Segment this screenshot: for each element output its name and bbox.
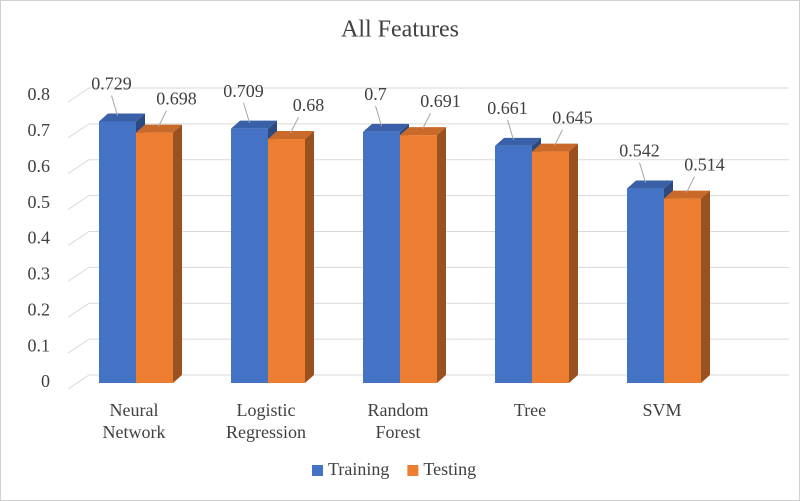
bar-side <box>305 131 314 383</box>
legend-label: Training <box>328 459 389 479</box>
grid-line-side <box>67 159 90 175</box>
value-label: 0.514 <box>684 155 725 175</box>
x-tick-label: Random Forest <box>367 400 429 442</box>
bar-top <box>495 137 541 146</box>
grid-line-side <box>67 123 90 139</box>
bar-side <box>173 124 182 383</box>
x-tick-label: Logistic Regression <box>226 400 306 442</box>
leader-line <box>290 116 299 134</box>
bar-top <box>400 127 446 136</box>
y-tick-label: 0 <box>41 371 50 391</box>
bar-top <box>664 190 710 199</box>
value-label: 0.645 <box>552 108 593 128</box>
grid-line-side <box>67 374 90 390</box>
y-tick-label: 0.6 <box>28 156 51 176</box>
x-tick-label: Neural Network <box>102 400 166 442</box>
bar-top <box>136 124 182 133</box>
bar-top <box>231 120 277 129</box>
legend-swatch <box>407 465 419 476</box>
bar-top <box>627 180 673 189</box>
value-label: 0.709 <box>223 81 264 101</box>
bar-side <box>437 127 446 383</box>
y-tick-label: 0.5 <box>28 192 51 212</box>
leader-line <box>375 105 382 127</box>
grid-line-side <box>67 195 90 211</box>
grid-line-side <box>67 266 90 282</box>
y-tick-label: 0.8 <box>28 84 51 104</box>
value-label: 0.68 <box>293 95 325 115</box>
leader-line <box>507 119 514 141</box>
y-tick-label: 0.2 <box>28 299 51 319</box>
grid-line-side <box>67 302 90 318</box>
x-tick-label: Tree <box>513 400 547 420</box>
bar-top <box>268 131 314 140</box>
value-label: 0.7 <box>364 84 387 104</box>
leader-line <box>243 102 250 123</box>
x-tick-label: SVM <box>642 400 682 420</box>
bar-top <box>99 113 145 122</box>
bar <box>136 132 173 383</box>
leader-line <box>639 162 646 183</box>
chart-title: All Features <box>341 17 459 43</box>
bar-side <box>569 143 578 383</box>
bar <box>363 131 400 383</box>
value-label: 0.542 <box>619 141 660 161</box>
leader-line <box>158 110 167 127</box>
bar <box>664 198 701 383</box>
value-label: 0.691 <box>420 91 461 111</box>
leader-line <box>554 129 563 146</box>
bar-top <box>532 143 578 152</box>
leader-line <box>686 176 695 193</box>
bar-top <box>363 123 409 132</box>
y-tick-label: 0.7 <box>28 120 51 140</box>
leader-line <box>422 112 431 130</box>
y-tick-label: 0.3 <box>28 264 51 284</box>
bar-side <box>701 190 710 383</box>
bar <box>268 139 305 383</box>
grid-line-side <box>67 338 90 354</box>
bar <box>99 121 136 383</box>
leader-line <box>111 95 118 116</box>
value-label: 0.729 <box>91 74 132 94</box>
y-tick-label: 0.1 <box>28 335 51 355</box>
bar <box>495 145 532 383</box>
grid-line-side <box>67 231 90 246</box>
y-tick-label: 0.4 <box>28 228 51 248</box>
bar <box>400 135 437 383</box>
value-label: 0.661 <box>487 98 528 118</box>
legend-swatch <box>312 465 323 476</box>
grid-line-side <box>67 87 90 103</box>
legend-label: Testing <box>423 459 476 479</box>
value-label: 0.698 <box>156 89 197 109</box>
bar <box>532 151 569 383</box>
bar <box>231 128 268 383</box>
bar <box>627 188 664 383</box>
